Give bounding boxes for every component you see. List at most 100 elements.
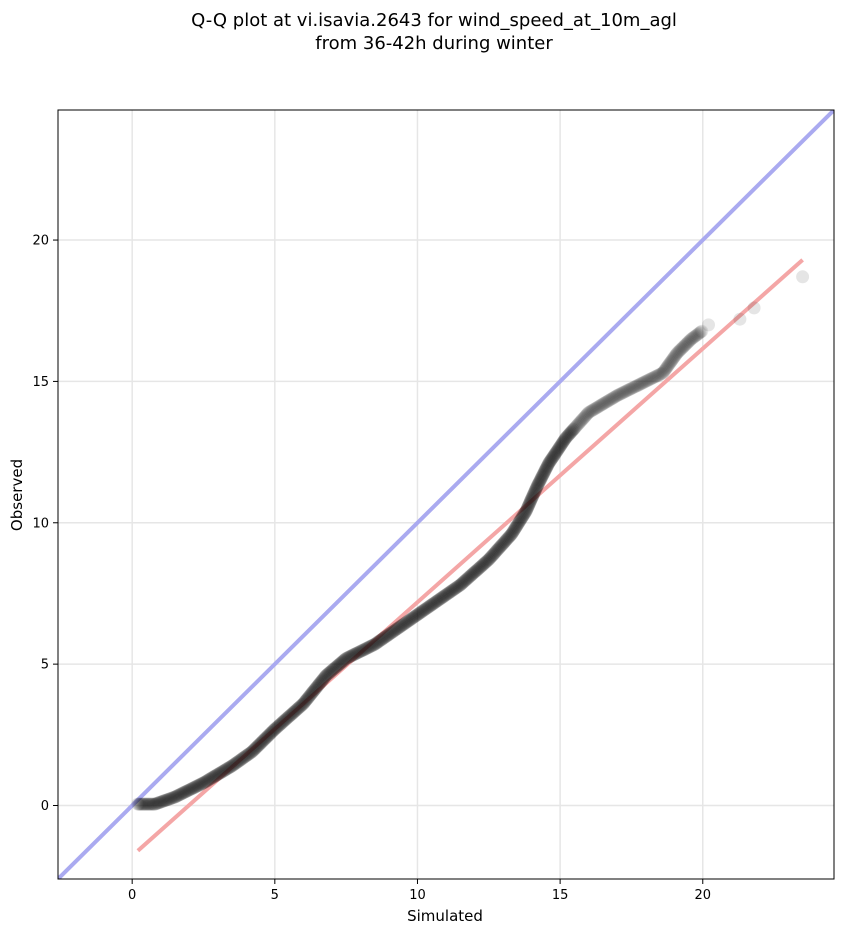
quantile-point	[211, 767, 225, 781]
quantile-point	[206, 770, 220, 784]
quantile-point	[264, 726, 278, 740]
quantile-point	[540, 460, 554, 474]
quantile-point	[444, 584, 458, 598]
quantile-point	[264, 726, 278, 739]
quantile-point	[460, 572, 473, 586]
quantile-point	[466, 567, 480, 581]
quantile-point	[219, 763, 233, 776]
quantile-point	[132, 797, 146, 811]
quantile-point	[627, 380, 641, 394]
quantile-point	[319, 668, 333, 682]
quantile-point	[133, 797, 147, 811]
quantile-point	[576, 412, 590, 426]
quantile-point	[243, 746, 257, 760]
quantile-point	[151, 796, 165, 810]
quantile-point	[538, 464, 552, 478]
quantile-point	[262, 728, 276, 742]
quantile-point	[260, 730, 274, 744]
quantile-point	[541, 459, 555, 473]
quantile-point	[300, 692, 314, 706]
quantile-point	[702, 318, 715, 332]
x-axis-label: Simulated	[407, 907, 483, 925]
quantile-point	[280, 711, 294, 725]
quantile-point	[747, 301, 761, 315]
quantile-point	[374, 633, 388, 647]
quantile-point	[343, 649, 357, 663]
quantile-point	[201, 774, 215, 787]
quantile-point	[669, 347, 683, 361]
quantile-point	[195, 776, 209, 790]
quantile-point	[569, 420, 583, 434]
quantile-point	[494, 539, 508, 553]
quantile-point	[333, 657, 347, 671]
quantile-point	[136, 797, 150, 811]
quantile-point	[385, 625, 399, 639]
quantile-point	[651, 369, 664, 383]
quantile-point	[449, 581, 463, 595]
quantile-point	[468, 565, 481, 579]
quantile-point	[218, 763, 232, 777]
quantile-point	[415, 605, 429, 619]
quantile-point	[193, 777, 207, 791]
quantile-point	[233, 753, 247, 767]
quantile-point	[404, 612, 418, 626]
quantile-point	[223, 760, 237, 774]
quantile-point	[355, 644, 369, 658]
quantile-point	[475, 559, 489, 573]
quantile-point	[601, 394, 615, 408]
quantile-point	[389, 622, 403, 636]
quantile-point	[673, 343, 687, 357]
quantile-point	[620, 384, 634, 398]
quantile-point	[479, 555, 493, 569]
quantile-point	[248, 741, 262, 755]
quantile-point	[668, 349, 682, 363]
quantile-point	[403, 613, 417, 627]
fit-line	[136, 258, 804, 853]
quantile-point	[166, 791, 180, 805]
quantile-point	[352, 645, 366, 659]
quantile-point	[568, 421, 582, 435]
quantile-point	[406, 611, 420, 625]
quantile-point	[483, 551, 497, 565]
quantile-point	[521, 500, 535, 514]
quantile-point	[160, 793, 174, 807]
quantile-point	[624, 382, 638, 396]
quantile-point	[488, 546, 501, 560]
quantile-point	[457, 575, 471, 589]
quantile-point	[293, 700, 307, 714]
quantile-point	[362, 640, 376, 654]
quantile-point	[524, 492, 538, 506]
quantile-point	[613, 387, 627, 401]
quantile-point	[545, 452, 559, 465]
quantile-point	[527, 487, 541, 501]
quantile-point	[278, 713, 292, 727]
quantile-point	[318, 670, 332, 684]
quantile-point	[657, 365, 670, 379]
quantile-point	[338, 652, 352, 666]
quantile-point	[272, 718, 286, 732]
chart-title-line-1: Q-Q plot at vi.isavia.2643 for wind_spee…	[191, 10, 677, 31]
quantile-point	[529, 481, 543, 495]
quantile-point	[478, 556, 492, 570]
quantile-point	[321, 667, 335, 681]
quantile-point	[608, 390, 622, 404]
quantile-point	[159, 793, 173, 807]
quantile-point	[592, 400, 606, 413]
quantile-point	[283, 709, 297, 723]
quantile-point	[183, 783, 197, 797]
quantile-point	[631, 378, 645, 392]
quantile-point	[391, 621, 405, 635]
quantile-point	[430, 594, 444, 608]
quantile-point	[157, 794, 171, 808]
quantile-point	[271, 720, 284, 734]
quantile-point	[327, 662, 341, 675]
quantile-point	[326, 662, 340, 676]
quantile-point	[207, 770, 221, 784]
quantile-point	[554, 439, 568, 453]
quantile-point	[507, 524, 521, 538]
y-tick-label: 5	[41, 658, 49, 673]
quantile-point	[381, 628, 395, 642]
quantile-point	[292, 701, 306, 715]
quantile-point	[476, 558, 490, 572]
quantile-point	[528, 485, 542, 498]
